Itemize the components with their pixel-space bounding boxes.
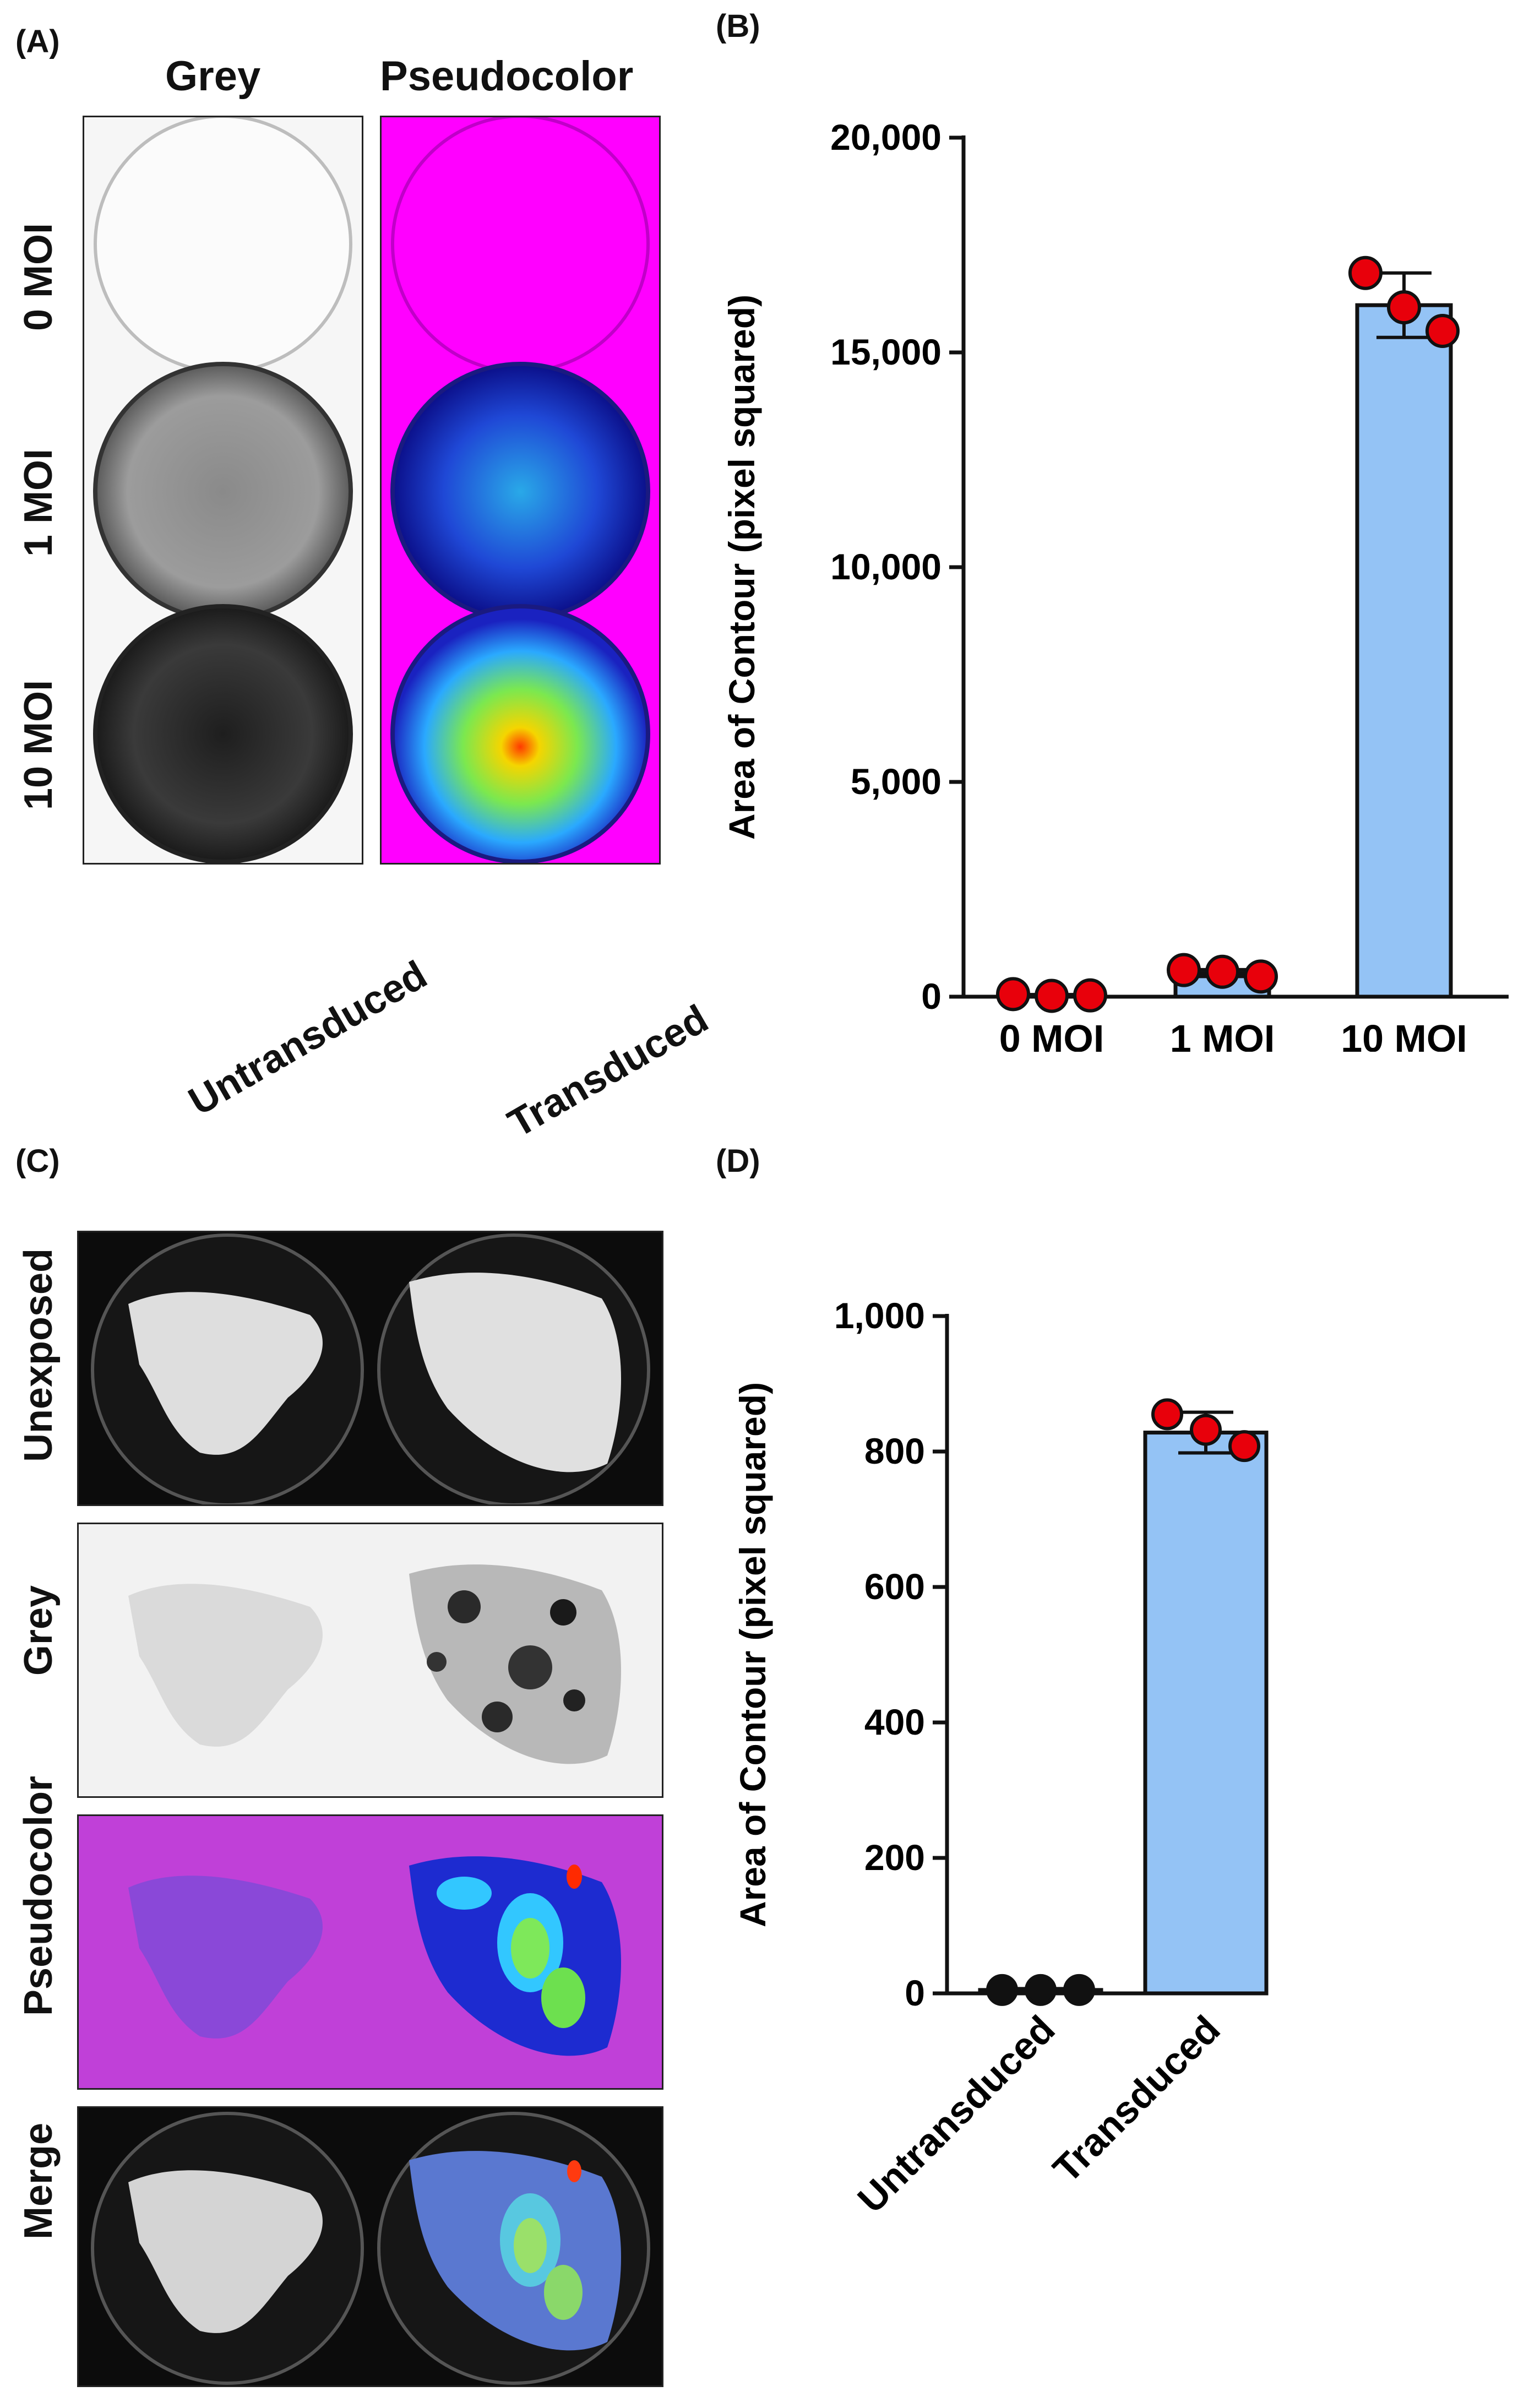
grey-wells	[93, 117, 353, 863]
y-tick-label: 15,000	[830, 331, 942, 372]
y-axis-label: Area of Contour (pixel squared)	[732, 1382, 773, 1927]
panel-c-row-pseudocolor: Pseudocolor	[17, 1775, 61, 2016]
panel-c-row-unexposed: Unexposed	[17, 1248, 61, 1463]
y-tick-label: 0	[921, 976, 942, 1017]
panel-c-row-merge: Merge	[17, 2122, 61, 2240]
y-tick-label: 600	[864, 1566, 925, 1607]
chart-b: Area of Contour (pixel squared) 0 5,000 10,…	[721, 117, 1509, 1052]
panel-b-letter: (B)	[716, 8, 760, 44]
chart-d: Area of Contour (pixel squared) 0 200 400 60…	[732, 1295, 1269, 2221]
x-tick-label: 1 MOI	[1170, 1017, 1275, 1052]
well-0moi-grey	[94, 117, 352, 373]
panel-c-letter: (C)	[15, 1143, 60, 1179]
x-tick-label: 10 MOI	[1341, 1017, 1467, 1052]
well-1moi-pseudocolor	[390, 362, 650, 622]
data-point	[1425, 314, 1460, 348]
well-10moi-pseudocolor	[390, 604, 650, 863]
panel-a-pseudocolor-plate-image	[380, 116, 661, 865]
y-tick-label: 1,000	[834, 1295, 925, 1336]
bar	[1355, 303, 1453, 999]
y-tick-label: 200	[864, 1837, 925, 1878]
panel-a-header-pseudocolor: Pseudocolor	[380, 53, 634, 100]
panel-c-unexposed-image	[77, 1231, 663, 1506]
data-point	[996, 977, 1030, 1012]
y-axis-label: Area of Contour (pixel squared)	[721, 295, 762, 840]
pseudocolor-wells	[390, 117, 650, 863]
data-point	[986, 1974, 1018, 2006]
panel-a-row-1moi: 1 MOI	[17, 448, 61, 557]
panel-a-row-0moi: 0 MOI	[17, 222, 61, 331]
panel-c-header-untransduced: Untransduced	[181, 952, 434, 1124]
y-tick-label: 5,000	[851, 761, 942, 802]
panel-a-header-grey: Grey	[165, 53, 261, 100]
y-tick-label: 0	[905, 1972, 925, 2013]
y-tick-label: 20,000	[830, 117, 942, 157]
panel-a-letter: (A)	[15, 24, 60, 59]
well-10moi-grey	[93, 604, 353, 863]
panel-a-grey-plate-image	[83, 116, 363, 865]
x-tick-label: Transduced	[1045, 2007, 1228, 2191]
panel-c-row-grey: Grey	[17, 1585, 61, 1676]
data-point	[1073, 978, 1107, 1013]
data-point	[1205, 954, 1239, 989]
x-tick-label: Untransduced	[850, 2007, 1063, 2221]
data-point	[1151, 1398, 1183, 1431]
panel-a-row-10moi: 10 MOI	[17, 680, 61, 810]
panel-c-grey-image	[77, 1523, 663, 1798]
data-point	[1387, 290, 1421, 325]
data-point	[1190, 1414, 1222, 1446]
panel-c-header-transduced: Transduced	[500, 996, 716, 1146]
panel-c-pseudocolor-image	[77, 1814, 663, 2090]
y-tick-label: 800	[864, 1431, 925, 1471]
well-1moi-grey	[93, 362, 353, 622]
x-tick-label: 0 MOI	[999, 1017, 1104, 1052]
data-point	[1035, 979, 1069, 1013]
y-tick-label: 10,000	[830, 546, 942, 587]
panel-d-letter: (D)	[716, 1143, 760, 1179]
data-point	[1244, 959, 1278, 994]
panel-c-merge-image	[77, 2106, 663, 2387]
data-point	[1228, 1430, 1260, 1463]
data-point	[1167, 953, 1201, 987]
bar	[1143, 1431, 1269, 1996]
data-point	[1348, 256, 1383, 290]
data-point	[1063, 1974, 1095, 2006]
y-tick-label: 400	[864, 1702, 925, 1742]
data-point	[1025, 1974, 1057, 2006]
